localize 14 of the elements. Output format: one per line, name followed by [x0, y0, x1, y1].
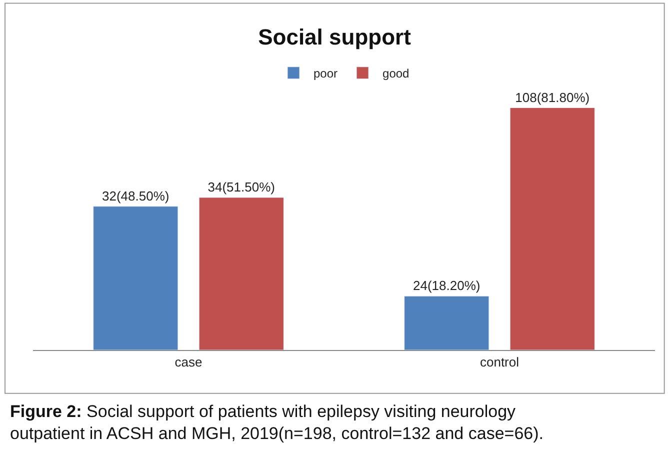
- data-label: 32(48.50%): [102, 188, 170, 204]
- legend-label: good: [382, 66, 410, 81]
- bar: [404, 296, 490, 350]
- bar: [510, 108, 595, 350]
- legend-label: poor: [314, 66, 338, 81]
- bar: [198, 197, 284, 350]
- data-label: 24(18.20%): [413, 278, 480, 294]
- x-tick-label: control: [480, 354, 520, 370]
- bar: [93, 206, 178, 350]
- x-tick-label: case: [174, 354, 202, 370]
- caption: Figure 2: Social support of patients with epilepsy visiting neurology outpatient in ACSH and MGH, 2019(n=198, control=132 and case=66).: [10, 402, 544, 444]
- data-label: 108(81.80%): [515, 90, 590, 105]
- chart-title: Social support: [258, 24, 412, 50]
- data-label: 34(51.50%): [208, 179, 275, 194]
